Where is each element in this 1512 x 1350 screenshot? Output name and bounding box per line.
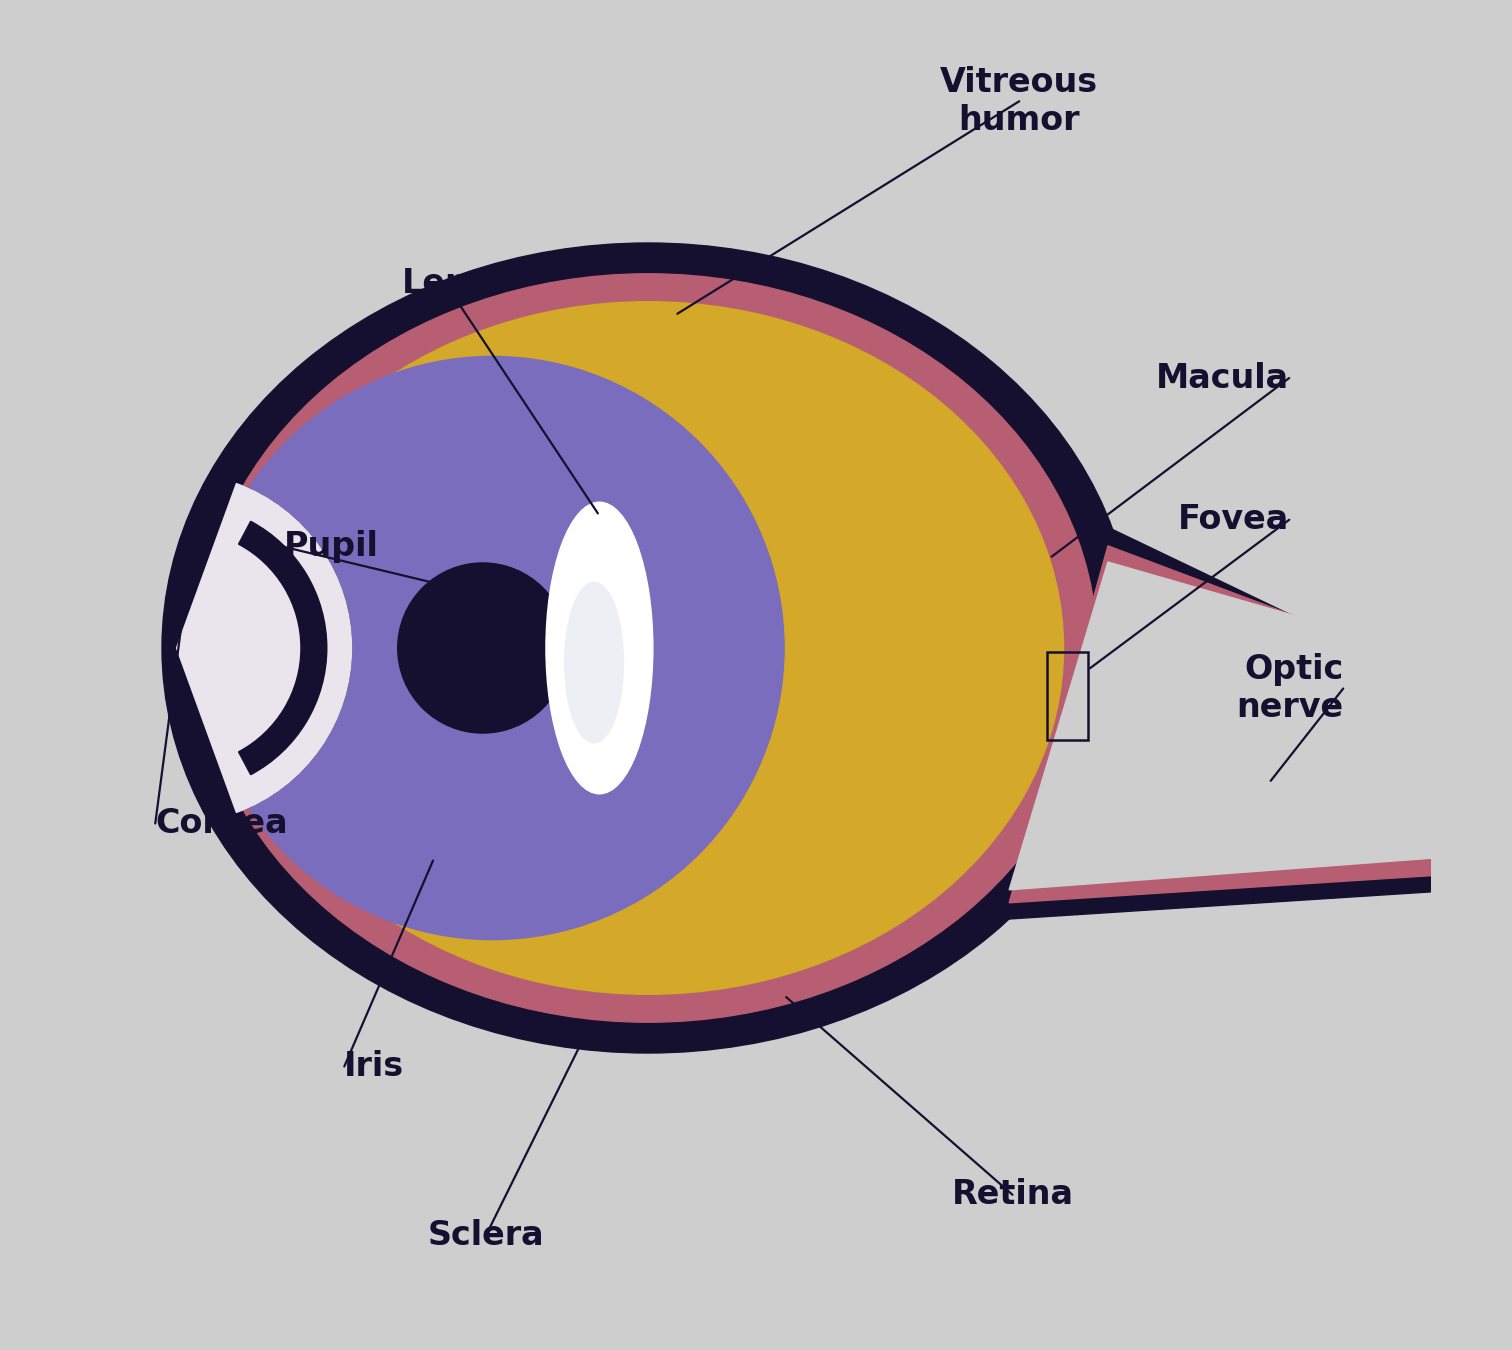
Ellipse shape — [200, 274, 1098, 1022]
Text: Pupil: Pupil — [283, 531, 378, 563]
Text: Optic
nerve: Optic nerve — [1237, 653, 1343, 724]
Polygon shape — [1009, 545, 1444, 903]
Bar — [1048, 652, 1087, 740]
Ellipse shape — [564, 582, 623, 743]
Wedge shape — [239, 521, 327, 775]
Text: Vitreous
humor: Vitreous humor — [940, 66, 1098, 136]
Ellipse shape — [162, 243, 1134, 1053]
Text: Macula: Macula — [1157, 362, 1290, 394]
Text: Sclera: Sclera — [428, 1219, 544, 1251]
Wedge shape — [227, 482, 351, 814]
Text: Iris: Iris — [345, 1050, 404, 1083]
Text: Fovea: Fovea — [1178, 504, 1290, 536]
Text: Retina: Retina — [951, 1179, 1074, 1211]
Text: Cornea: Cornea — [156, 807, 287, 840]
Circle shape — [398, 563, 569, 733]
Text: Lens: Lens — [402, 267, 490, 300]
Ellipse shape — [233, 301, 1063, 994]
Ellipse shape — [546, 502, 653, 794]
Circle shape — [201, 356, 785, 940]
Wedge shape — [177, 483, 351, 813]
Polygon shape — [1009, 529, 1444, 919]
Polygon shape — [1009, 562, 1444, 890]
